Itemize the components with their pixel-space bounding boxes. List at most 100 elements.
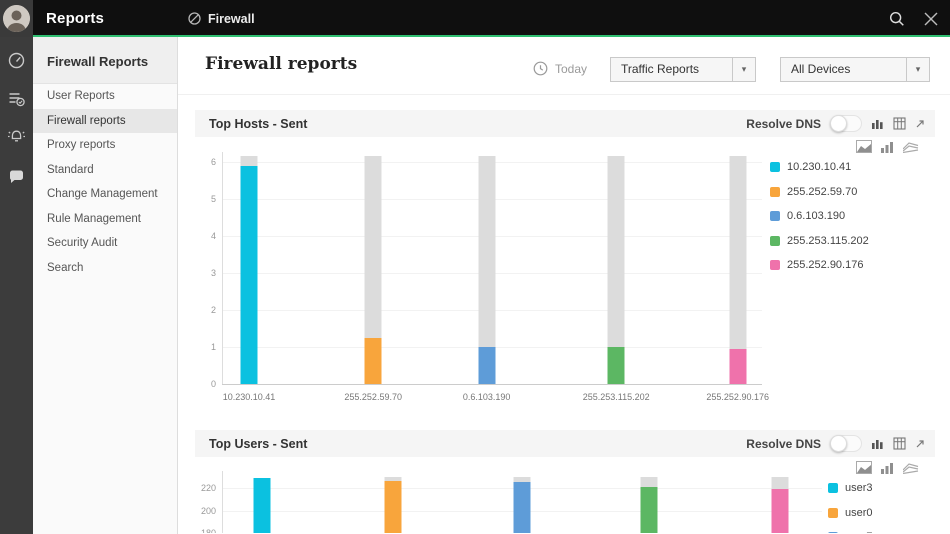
bar-chart-icon[interactable] <box>880 140 895 153</box>
legend-swatch <box>828 483 838 493</box>
legend-item[interactable]: user0 <box>828 507 873 519</box>
bar-255.253.115.202[interactable] <box>607 156 625 384</box>
bar-remainder-segment <box>513 476 531 483</box>
area-chart-icon[interactable] <box>856 461 872 474</box>
legend-label: user0 <box>845 506 873 519</box>
legend-swatch <box>770 162 780 172</box>
y-tick-label: 220 <box>200 483 216 493</box>
bar-remainder-segment <box>640 476 658 487</box>
export-icon[interactable] <box>915 119 925 129</box>
column-chart-icon[interactable] <box>871 437 884 450</box>
sidebar-item-firewall-reports[interactable]: Firewall reports <box>33 108 177 133</box>
bar-user-4[interactable] <box>771 476 789 533</box>
bar-user3[interactable] <box>253 477 271 533</box>
legend-item[interactable]: 255.253.115.202 <box>770 235 869 247</box>
legend-label: 255.253.115.202 <box>787 234 869 247</box>
chat-icon[interactable] <box>0 161 33 191</box>
legend-top-hosts: 10.230.10.41 255.252.59.70 0.6.103.190 255.… <box>770 161 869 284</box>
y-axis-line <box>222 471 223 533</box>
y-tick-label: 2 <box>210 305 216 315</box>
sidebar-item-change-management[interactable]: Change Management <box>47 188 158 200</box>
time-range-label: Today <box>555 61 588 76</box>
bar-255.252.59.70[interactable] <box>364 156 382 384</box>
plot-top-users: 220 200 180 <box>201 457 822 533</box>
y-tick-label: 4 <box>210 231 216 241</box>
legend-label: 255.252.90.176 <box>787 259 864 271</box>
chart-top-users-sent: 220 200 180 user3 user0 user7 <box>195 457 935 533</box>
bar-255.252.90.176[interactable] <box>729 156 747 384</box>
bar-10.230.10.41[interactable] <box>240 156 258 384</box>
x-axis-label: 255.252.59.70 <box>344 392 402 402</box>
legend-item[interactable]: 10.230.10.41 <box>770 161 869 173</box>
line-chart-icon[interactable] <box>903 461 919 474</box>
page-title: Firewall reports <box>205 54 358 74</box>
bar-user-3[interactable] <box>640 476 658 533</box>
legend-label: 0.6.103.190 <box>787 210 846 222</box>
sidebar-menu: User Reports Firewall reports Proxy report… <box>33 84 177 280</box>
legend-swatch <box>770 186 780 197</box>
y-tick-label: 200 <box>200 505 216 516</box>
header-divider <box>178 94 950 95</box>
sidebar-item-search[interactable]: Search <box>47 261 84 274</box>
legend-swatch <box>828 507 838 518</box>
legend-item[interactable]: 255.252.90.176 <box>770 259 869 271</box>
y-axis-line <box>222 152 223 384</box>
legend-item[interactable]: user7 <box>828 531 873 533</box>
alarm-icon[interactable] <box>0 121 33 151</box>
app-title: Reports <box>46 10 105 27</box>
bar-remainder-segment <box>478 156 496 347</box>
bar-remainder-segment <box>240 156 258 166</box>
bar-0.6.103.190[interactable] <box>478 156 496 384</box>
x-axis-label: 255.253.115.202 <box>582 392 650 402</box>
chevron-down-icon: ▾ <box>732 58 755 81</box>
column-chart-icon[interactable] <box>871 117 884 130</box>
device-select[interactable]: All Devices ▾ <box>780 57 930 82</box>
sidebar-item-standard[interactable]: Standard <box>47 163 94 176</box>
resolve-dns-label: Resolve DNS <box>746 116 821 131</box>
y-tick-label: 180 <box>200 528 216 533</box>
legend-label: 10.230.10.41 <box>787 161 852 173</box>
legend-label: user3 <box>845 482 873 494</box>
tab-firewall[interactable]: Firewall <box>188 0 255 37</box>
legend-swatch <box>770 260 780 270</box>
table-icon[interactable] <box>893 437 906 450</box>
sidebar-item-user-reports[interactable]: User Reports <box>47 90 115 102</box>
avatar[interactable] <box>0 0 33 37</box>
bar-value-segment <box>640 486 658 533</box>
sidebar-item-security-audit[interactable]: Security Audit <box>47 237 118 249</box>
time-range-filter[interactable]: Today <box>533 61 587 76</box>
bar-remainder-segment <box>607 156 625 347</box>
table-icon[interactable] <box>893 117 906 130</box>
bar-user0[interactable] <box>384 476 402 533</box>
legend-item[interactable]: 255.252.59.70 <box>770 186 869 198</box>
search-icon[interactable] <box>888 10 906 28</box>
resolve-dns-toggle[interactable] <box>830 115 862 132</box>
bar-value-segment <box>729 348 747 384</box>
bar-value-segment <box>607 347 625 384</box>
line-chart-icon[interactable] <box>903 140 919 153</box>
export-icon[interactable] <box>915 439 925 449</box>
legend-swatch <box>770 235 780 246</box>
bar-remainder-segment <box>384 476 402 482</box>
gauge-icon[interactable] <box>0 45 33 75</box>
sidebar: Firewall Reports User Reports Firewall re… <box>33 37 178 534</box>
panel-title: Top Users - Sent <box>209 436 308 451</box>
panel-header: Top Hosts - Sent Resolve DNS <box>195 110 935 137</box>
report-type-select[interactable]: Traffic Reports ▾ <box>610 57 756 82</box>
bar-value-segment <box>513 482 531 533</box>
toggle-knob <box>830 435 847 452</box>
area-chart-icon[interactable] <box>856 140 872 153</box>
bar-user7[interactable] <box>513 476 531 533</box>
top-bar: Reports Firewall <box>0 0 950 37</box>
close-icon[interactable] <box>924 12 938 26</box>
resolve-dns-toggle[interactable] <box>830 435 862 452</box>
sidebar-item-proxy-reports[interactable]: Proxy reports <box>47 139 116 151</box>
legend-item[interactable]: 0.6.103.190 <box>770 210 869 222</box>
sidebar-header: Firewall Reports <box>33 37 177 84</box>
avatar-photo <box>3 5 30 32</box>
bar-value-segment <box>478 347 496 384</box>
report-list-icon[interactable] <box>0 83 33 113</box>
sidebar-item-rule-management[interactable]: Rule Management <box>47 212 141 225</box>
legend-item[interactable]: user3 <box>828 482 873 494</box>
bar-chart-icon[interactable] <box>880 461 895 474</box>
